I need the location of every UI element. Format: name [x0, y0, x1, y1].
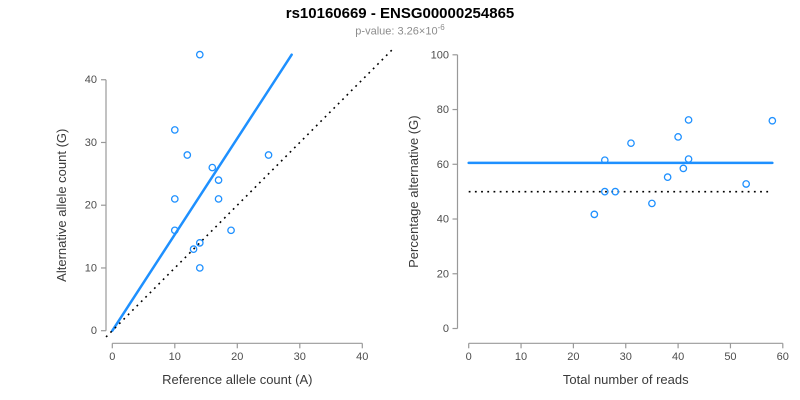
fitted-allelic-ratio-line	[111, 53, 293, 332]
data-point	[768, 116, 777, 125]
data-point	[183, 151, 192, 159]
data-point	[170, 126, 179, 134]
data-point	[214, 176, 223, 184]
data-point	[627, 139, 635, 148]
data-point	[590, 210, 599, 219]
y-axis-title: Percentage alternative (G)	[406, 115, 421, 267]
data-point	[170, 226, 179, 235]
x-tick-label: 10	[169, 351, 181, 363]
x-tick-label: 40	[356, 351, 368, 363]
y-tick-label: 20	[437, 268, 449, 280]
data-point	[648, 199, 656, 208]
data-point	[208, 163, 217, 172]
y-tick-label: 30	[85, 137, 97, 149]
y-tick-label: 10	[85, 262, 97, 274]
data-point	[195, 239, 204, 247]
x-tick-label: 0	[466, 351, 472, 363]
figure-title: rs10160669 - ENSG00000254865	[285, 5, 515, 22]
data-point	[195, 50, 204, 59]
y-axis-title: Alternative allele count (G)	[54, 129, 69, 282]
pvalue-text: p-value: 3.26×10	[355, 25, 438, 38]
x-tick-label: 30	[620, 351, 632, 363]
y-tick-label: 20	[85, 200, 97, 212]
y-tick-label: 80	[437, 104, 449, 116]
x-tick-label: 40	[672, 351, 684, 363]
data-point	[684, 155, 693, 163]
x-tick-label: 10	[515, 351, 527, 363]
data-point	[679, 164, 688, 173]
x-tick-label: 60	[777, 351, 789, 363]
data-point	[264, 151, 273, 159]
y-tick-label: 100	[431, 49, 449, 61]
x-tick-label: 0	[109, 351, 115, 363]
y-tick-label: 40	[437, 214, 449, 226]
x-tick-label: 20	[567, 351, 579, 363]
identity-line	[105, 49, 393, 338]
data-point	[170, 195, 179, 203]
data-point	[663, 173, 672, 181]
data-point	[684, 116, 693, 124]
x-tick-label: 20	[231, 351, 243, 363]
data-point	[742, 180, 751, 188]
data-point	[611, 187, 620, 196]
data-point	[195, 264, 204, 272]
data-point	[214, 195, 223, 203]
x-axis-title: Reference allele count (A)	[162, 372, 312, 387]
pvalue-exponent: -6	[437, 23, 445, 32]
y-tick-label: 0	[443, 323, 449, 335]
data-point	[227, 226, 235, 235]
data-point	[189, 245, 198, 253]
y-tick-label: 40	[85, 74, 97, 86]
y-tick-label: 0	[91, 325, 97, 337]
x-tick-label: 30	[294, 351, 306, 363]
x-axis-title: Total number of reads	[563, 372, 689, 387]
x-tick-label: 50	[724, 351, 736, 363]
data-point	[600, 156, 609, 165]
data-point	[674, 133, 682, 141]
figure-subtitle: p-value: 3.26×10-6	[0, 23, 800, 38]
data-point	[600, 187, 609, 196]
y-tick-label: 60	[437, 159, 449, 171]
